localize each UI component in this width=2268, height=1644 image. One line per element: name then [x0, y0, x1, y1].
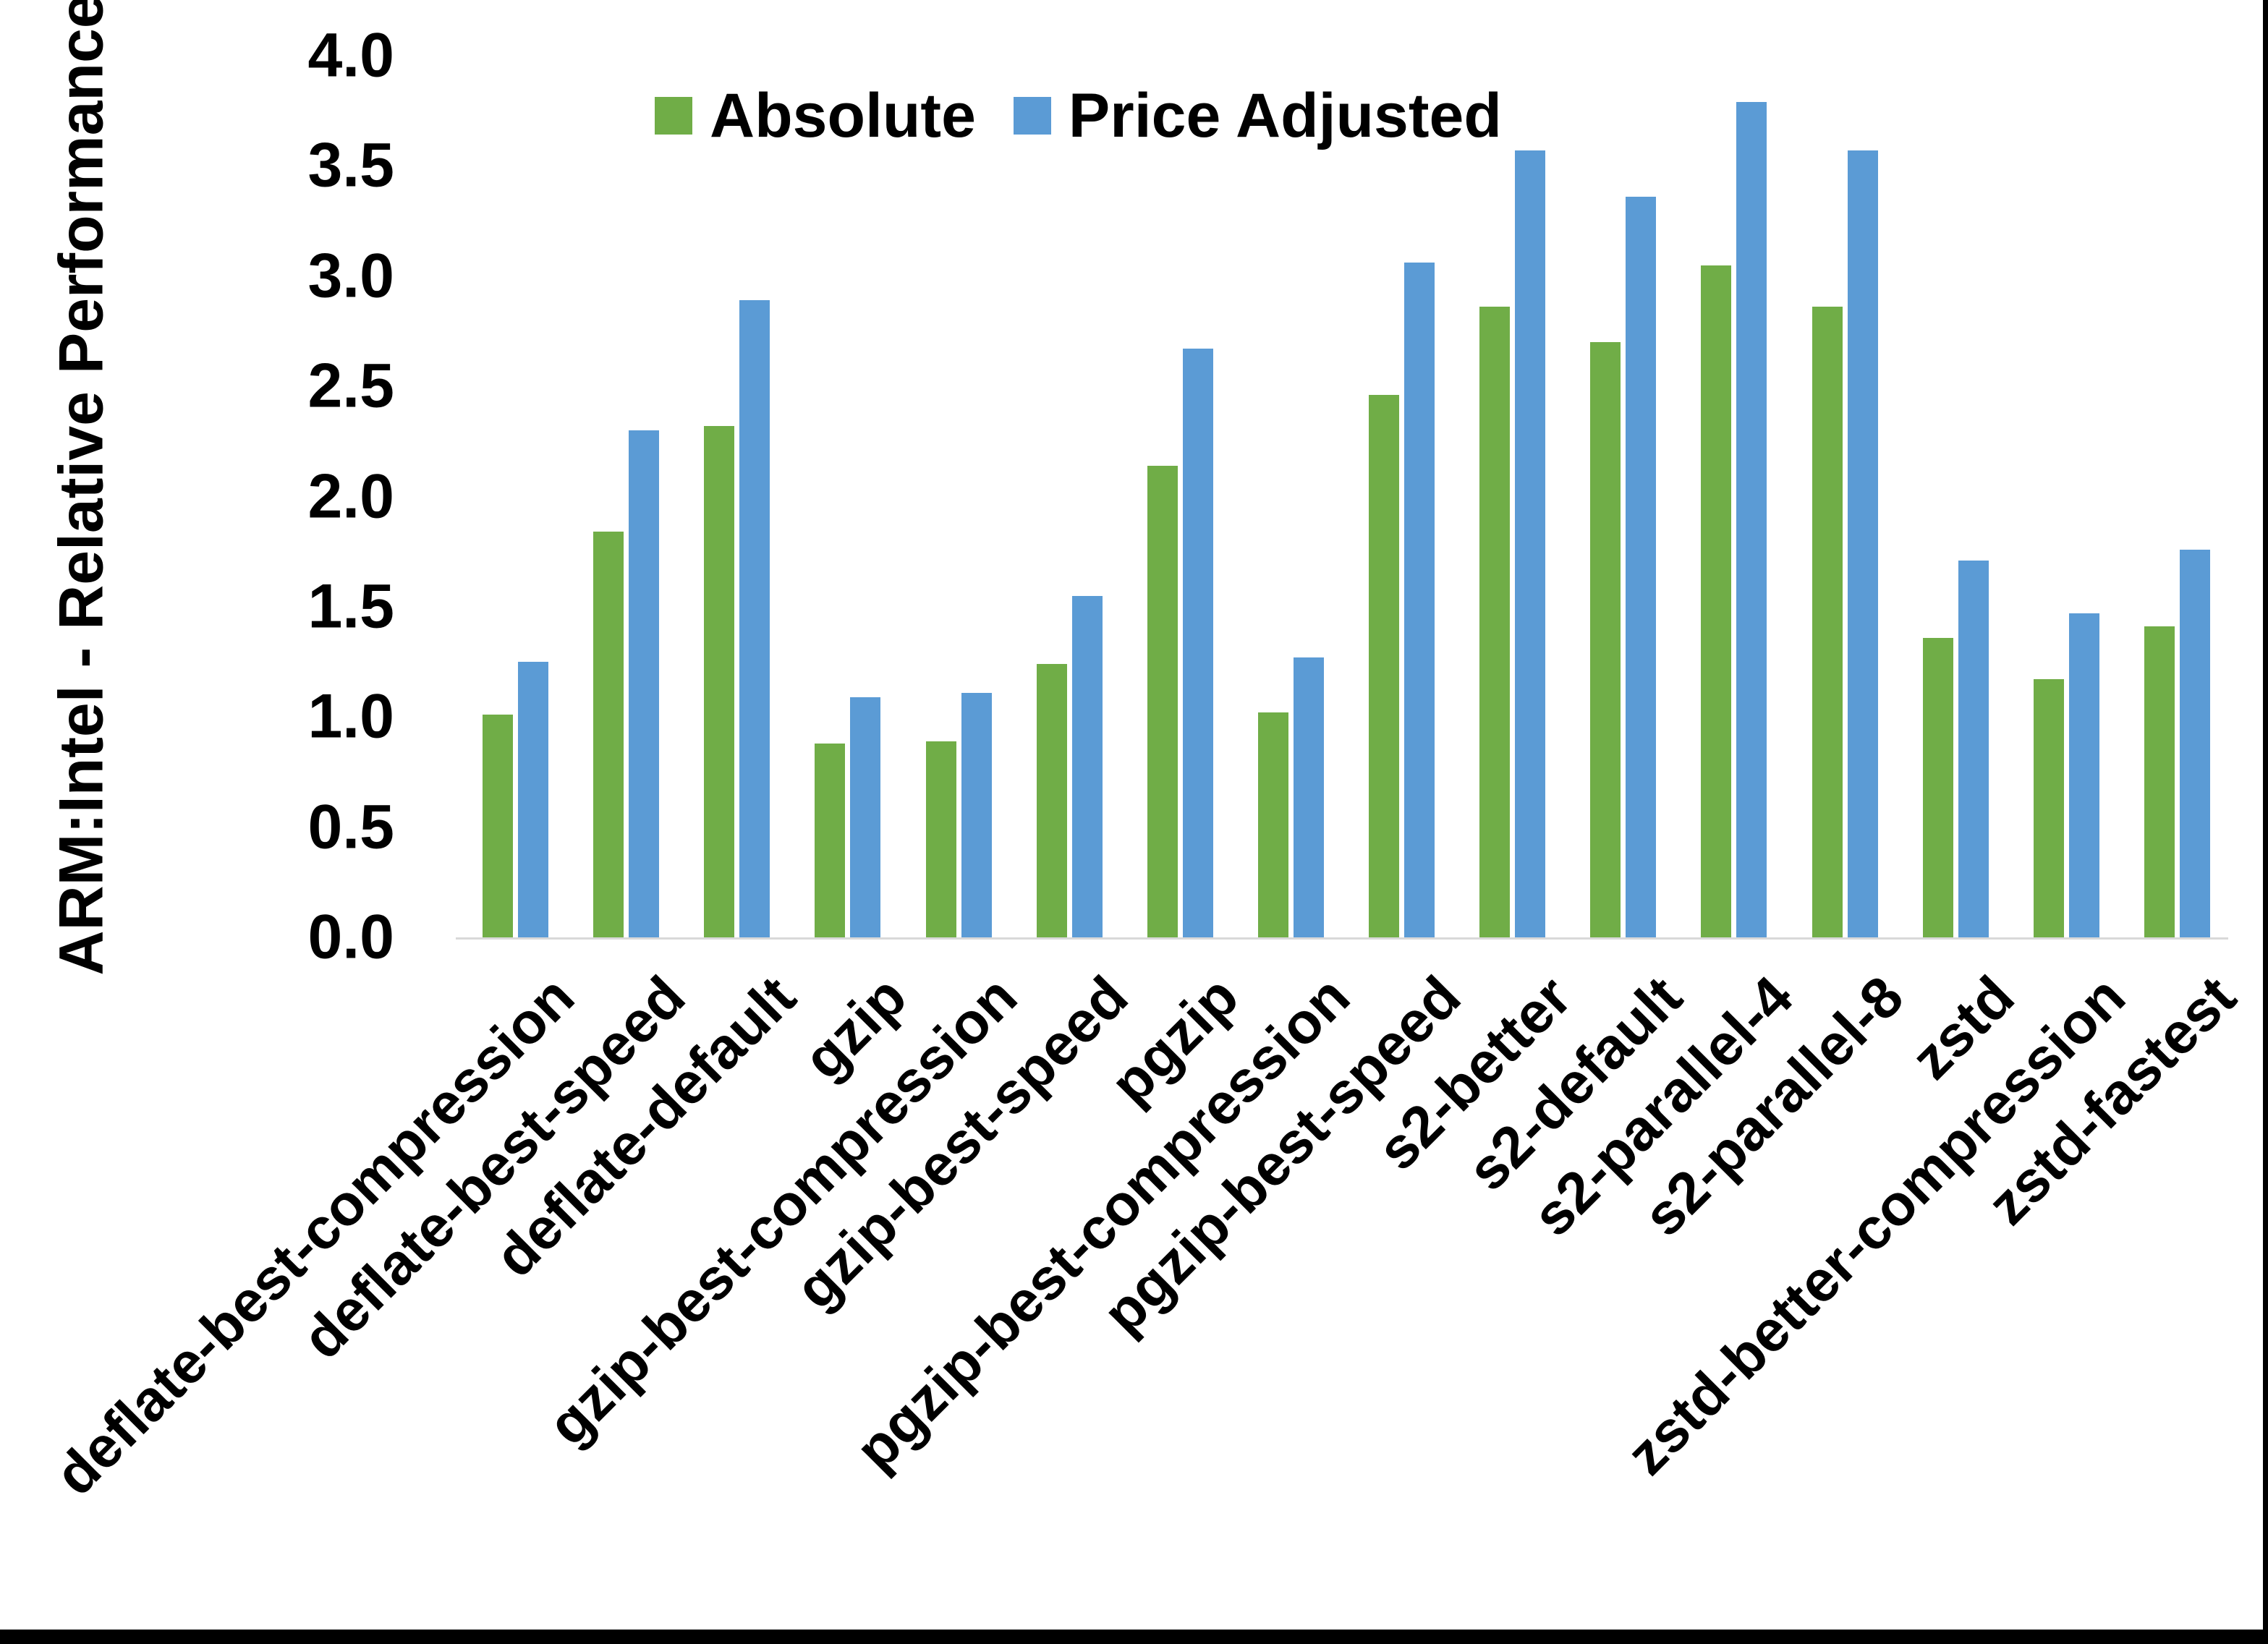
bar-price-adjusted: [961, 692, 992, 937]
bar-group: [1231, 56, 1342, 937]
bar-price-adjusted: [1515, 150, 1546, 937]
bar-absolute: [1257, 712, 1288, 937]
bar-group: [456, 56, 566, 937]
window-border-bottom: [0, 1630, 2268, 1644]
bar-absolute: [1479, 307, 1511, 937]
bar-group: [2007, 56, 2118, 937]
plot-area: [456, 56, 2228, 940]
bar-group: [1342, 56, 1453, 937]
bar-price-adjusted: [1293, 657, 1324, 937]
bar-price-adjusted: [1182, 349, 1213, 937]
legend-swatch-price-adjusted-icon: [1013, 97, 1051, 135]
bar-absolute: [1369, 395, 1399, 937]
y-tick-label: 3.5: [307, 130, 394, 200]
y-tick-label: 2.0: [307, 461, 394, 531]
legend-item-price-adjusted: Price Adjusted: [1013, 80, 1502, 152]
legend-label-absolute: Absolute: [710, 80, 976, 150]
bar-group: [1563, 56, 1674, 937]
legend: Absolute Price Adjusted: [655, 81, 1502, 150]
bar-absolute: [704, 425, 735, 937]
bar-group: [2118, 56, 2228, 937]
bar-price-adjusted: [2068, 613, 2099, 937]
bar-absolute: [2033, 679, 2064, 937]
bar-group: [788, 56, 899, 937]
bar-price-adjusted: [1847, 150, 1878, 937]
bar-price-adjusted: [629, 430, 660, 937]
y-tick-label: 4.0: [307, 20, 394, 90]
bar-price-adjusted: [1071, 595, 1103, 937]
bar-group: [1010, 56, 1121, 937]
bar-absolute: [593, 532, 624, 937]
bar-absolute: [483, 715, 513, 937]
y-axis-title: ARM:Intel - Relative Performance: [46, 0, 116, 976]
bar-absolute: [1701, 265, 1732, 937]
bar-absolute: [1147, 465, 1178, 937]
bar-price-adjusted: [1626, 197, 1657, 937]
bar-absolute: [1922, 637, 1953, 937]
bar-group: [677, 56, 788, 937]
legend-label-price-adjusted: Price Adjusted: [1068, 80, 1502, 150]
bar-price-adjusted: [1404, 263, 1435, 937]
bar-absolute: [815, 743, 846, 937]
bar-group: [1121, 56, 1231, 937]
bar-price-adjusted: [2179, 549, 2210, 937]
bar-group: [1896, 56, 2007, 937]
bar-absolute: [1590, 342, 1621, 937]
bar-price-adjusted: [739, 300, 770, 937]
bar-group: [1674, 56, 1785, 937]
bar-absolute: [1812, 307, 1843, 937]
bar-price-adjusted: [518, 662, 548, 937]
window-border-right: [2263, 0, 2268, 1644]
bar-absolute: [2144, 626, 2175, 937]
bar-group: [899, 56, 1010, 937]
y-tick-label: 0.5: [307, 792, 394, 862]
bar-group: [566, 56, 677, 937]
y-tick-label: 2.5: [307, 351, 394, 421]
legend-item-absolute: Absolute: [655, 80, 976, 152]
y-tick-label: 3.0: [307, 241, 394, 311]
bar-absolute: [925, 741, 956, 937]
bar-price-adjusted: [1736, 102, 1767, 937]
bar-group: [1785, 56, 1896, 937]
bar-group: [1453, 56, 1563, 937]
y-tick-label: 1.0: [307, 681, 394, 751]
y-tick-label: 0.0: [307, 902, 394, 972]
bar-price-adjusted: [1958, 560, 1989, 937]
y-tick-label: 1.5: [307, 571, 394, 642]
bar-absolute: [1036, 664, 1067, 937]
legend-swatch-absolute-icon: [655, 97, 692, 135]
bar-price-adjusted: [850, 697, 881, 937]
